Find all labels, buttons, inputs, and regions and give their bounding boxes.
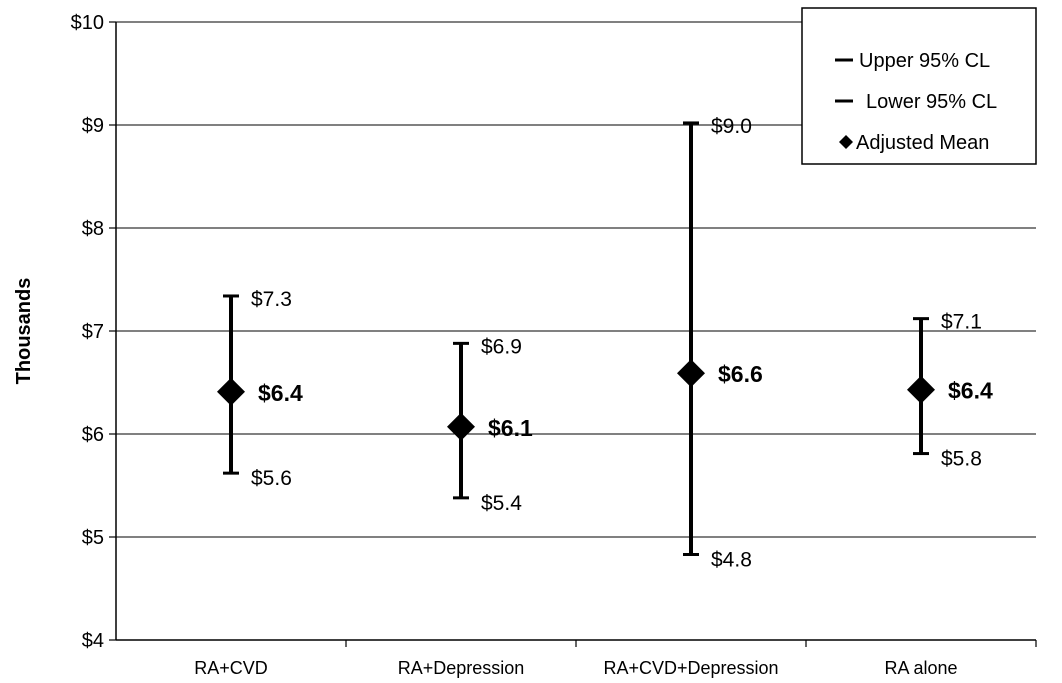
y-tick-label: $7 [82,321,104,343]
lower-cl-label: $5.8 [941,448,982,471]
mean-label: $6.4 [948,378,993,404]
upper-cl-label: $7.1 [941,311,982,334]
x-category-label: RA alone [884,658,957,678]
legend-box [801,7,1037,165]
lower-cl-label: $5.4 [481,492,522,515]
legend: Upper 95% CL Lower 95% CL Adjusted Mean [801,7,1037,165]
y-tick-label: $6 [82,424,104,446]
mean-label: $6.4 [258,380,303,406]
legend-mean-label: Adjusted Mean [856,132,989,154]
mean-marker [677,359,705,388]
mean-marker [907,375,935,404]
y-tick-label: $9 [82,115,104,137]
x-category-label: RA+CVD [194,658,268,678]
upper-cl-label: $9.0 [711,115,752,138]
x-category-label: RA+Depression [398,658,525,678]
legend-mean-marker [839,135,853,149]
y-tick-label: $5 [82,527,104,549]
mean-marker [447,412,475,441]
x-category-labels: RA+CVD RA+Depression RA+CVD+Depression RA a… [194,658,957,678]
mean-label: $6.6 [718,361,763,387]
y-tick-label: $10 [71,12,104,34]
x-category-label: RA+CVD+Depression [603,658,778,678]
legend-upper-label: Upper 95% CL [859,50,990,72]
y-axis-label: Thousands [13,278,35,385]
plot-marks: $7.3 $5.6 $6.4 $6.9 $5.4 $6.1 $9.0 $4.8 $6.6 $7.1… [217,115,993,572]
lower-cl-label: $5.6 [251,467,292,490]
upper-cl-label: $6.9 [481,335,522,358]
upper-cl-label: $7.3 [251,288,292,311]
mean-label: $6.1 [488,415,533,441]
mean-marker [217,377,245,406]
legend-lower-label: Lower 95% CL [866,91,997,113]
gridlines [116,21,1036,538]
y-tick-label: $4 [82,630,104,652]
axes [109,21,1037,647]
lower-cl-label: $4.8 [711,549,752,572]
y-tick-label: $8 [82,218,104,240]
y-tick-labels: $4 $5 $6 $7 $8 $9 $10 [71,12,104,652]
